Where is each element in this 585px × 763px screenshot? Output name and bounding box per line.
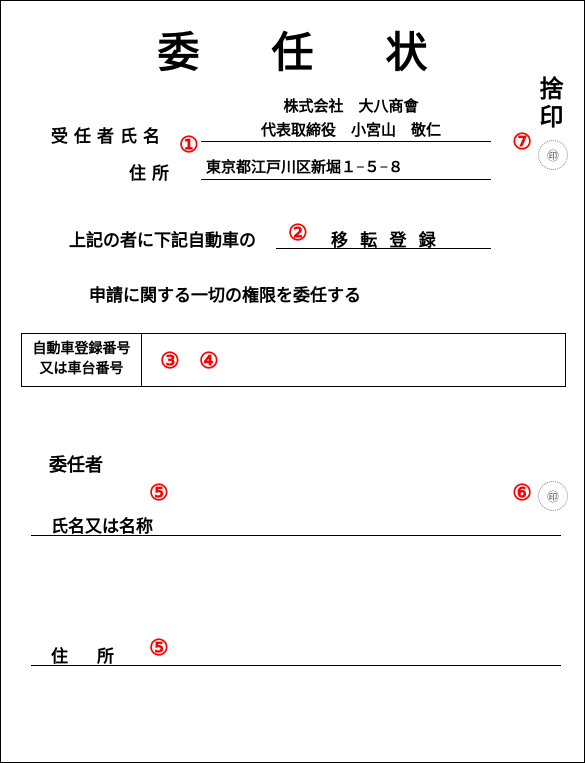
marker-5b: ⑤: [149, 635, 169, 661]
delegate-name-label: 受任者氏名: [51, 122, 166, 147]
delegate-name-underline: [201, 141, 491, 142]
delegator-name-label: 氏名又は名称: [51, 512, 153, 537]
marker-3: ③: [160, 348, 180, 374]
marker-4: ④: [199, 348, 219, 374]
delegator-name-underline: [31, 535, 561, 536]
form-page: 委任状 捨印 ⑦ ㊞ 受任者氏名 株式会社 大八商會 代表取締役 小宮山 敬仁 …: [0, 0, 585, 763]
delegate-company: 株式会社 大八商會: [221, 95, 481, 116]
delegator-address-underline: [31, 665, 561, 666]
discard-stamp-label: 捨印: [531, 76, 566, 132]
delegator-address-label: 住 所: [51, 642, 120, 667]
marker-1: ①: [179, 132, 199, 158]
stamp-circle-top: ㊞: [538, 140, 568, 170]
marker-5a: ⑤: [149, 480, 169, 506]
delegate-rep: 代表取締役 小宮山 敬仁: [221, 119, 481, 140]
table-header-cell: 自動車登録番号 又は車台番号: [22, 334, 142, 386]
marker-2: ②: [288, 220, 308, 246]
marker-6: ⑥: [512, 480, 532, 506]
body-line1: 上記の者に下記自動車の: [69, 226, 256, 251]
procedure-underline: [276, 248, 491, 249]
table-label-2: 又は車台番号: [40, 360, 124, 380]
stamp-mark-mid: ㊞: [547, 488, 559, 505]
document-title: 委任状: [1, 19, 584, 80]
body-line2: 申請に関する一切の権限を委任する: [89, 281, 361, 306]
stamp-circle-mid: ㊞: [538, 481, 568, 511]
delegator-header: 委任者: [49, 451, 103, 477]
vehicle-number-table: 自動車登録番号 又は車台番号 ③ ④: [21, 333, 566, 387]
marker-7: ⑦: [512, 129, 532, 155]
stamp-mark-top: ㊞: [547, 147, 559, 164]
delegate-address-underline: [201, 179, 491, 180]
table-value-cell: ③ ④: [142, 334, 565, 386]
delegate-address: 東京都江戸川区新堀１−５−８: [206, 156, 486, 177]
delegate-address-label: 住所: [129, 159, 175, 184]
table-label-1: 自動車登録番号: [33, 340, 131, 360]
